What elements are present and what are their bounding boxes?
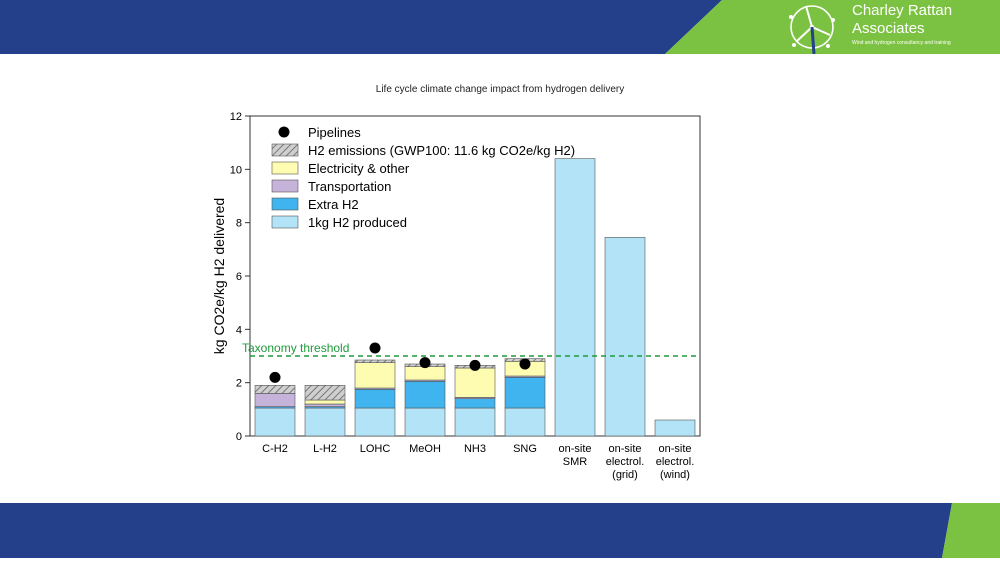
brand-tagline: Wind and hydrogen consultancy and traini… (852, 40, 951, 46)
bar-segment (454, 407, 496, 437)
pipeline-point (519, 358, 531, 370)
x-tick-label: on-site (608, 443, 641, 455)
y-tick-label: 6 (236, 271, 242, 283)
legend-swatch (271, 197, 299, 211)
bar-segment (354, 362, 396, 389)
legend-swatch (271, 215, 299, 229)
brand-name: Charley Rattan (852, 2, 953, 19)
bar-segment (304, 399, 346, 405)
bar-segment (354, 359, 396, 363)
bar-segment (304, 385, 346, 401)
bar-segment (404, 381, 446, 409)
bar-segment (354, 407, 396, 437)
legend-swatch (271, 143, 299, 157)
legend-swatch (271, 179, 299, 193)
bottom-banner (0, 503, 1000, 558)
legend-label: H2 emissions (GWP100: 11.6 kg CO2e/kg H2… (308, 143, 575, 158)
bar-segment (404, 407, 446, 437)
bar-segment (504, 407, 546, 437)
legend-label: Pipelines (308, 125, 361, 140)
y-tick-label: 0 (236, 431, 242, 443)
pipeline-point (369, 342, 381, 354)
x-tick-label: MeOH (409, 443, 441, 455)
bottom-banner-green (942, 503, 1000, 558)
legend-label: 1kg H2 produced (308, 215, 407, 230)
bar-segment (454, 398, 496, 409)
x-tick-label: LOHC (360, 443, 391, 455)
bar-segment (404, 366, 446, 381)
chart-area: 0 2 4 6 8 10 12 kg CO2e/kg H2 delivered C-H2 L-H2… (211, 111, 701, 481)
x-tick-label: on-site (558, 443, 591, 455)
pipeline-point (419, 357, 431, 369)
bar-segment (354, 389, 396, 409)
bar-segment (304, 403, 346, 407)
top-banner-blue (0, 0, 722, 54)
legend-label: Electricity & other (308, 161, 410, 176)
bar-segment (254, 393, 296, 407)
bar-segment (654, 419, 696, 437)
y-tick-label: 12 (230, 111, 242, 123)
legend-marker (278, 126, 290, 138)
y-tick-label: 10 (230, 164, 242, 176)
y-tick-label: 8 (236, 218, 242, 230)
brand-subtitle: Associates (852, 20, 925, 37)
chart-title: Life cycle climate change impact from hy… (375, 84, 625, 95)
bar-segment (254, 385, 296, 394)
legend-swatch (271, 161, 299, 175)
bar-segment (604, 237, 646, 437)
threshold-label: Taxonomy threshold (242, 341, 349, 355)
pipeline-point (269, 371, 281, 383)
y-tick-label: 4 (236, 324, 242, 336)
y-axis-label: kg CO2e/kg H2 delivered (211, 198, 227, 354)
x-tick-label: electrol. (606, 456, 645, 468)
x-tick-label: (grid) (612, 469, 638, 481)
bar-segment (504, 377, 546, 409)
bottom-banner-graphic (0, 503, 1000, 558)
x-tick-label: C-H2 (262, 443, 288, 455)
x-tick-label: SMR (563, 456, 588, 468)
bar-segment (554, 158, 596, 437)
legend-label: Extra H2 (308, 197, 359, 212)
y-tick-label: 2 (236, 378, 242, 390)
bar-segment (454, 367, 496, 398)
legend-label: Transportation (308, 179, 391, 194)
bar-segment (254, 407, 296, 437)
x-tick-label: electrol. (656, 456, 695, 468)
bottom-banner-blue (0, 503, 952, 558)
x-tick-label: NH3 (464, 443, 486, 455)
x-tick-label: SNG (513, 443, 537, 455)
bar-segment (304, 407, 346, 437)
pipeline-point (469, 359, 481, 371)
brand-logo: Charley Rattan Associates Wind and hydro… (778, 0, 1000, 54)
wind-turbine-icon (789, 5, 835, 54)
x-tick-label: L-H2 (313, 443, 337, 455)
x-tick-label: on-site (658, 443, 691, 455)
x-tick-label: (wind) (660, 469, 690, 481)
